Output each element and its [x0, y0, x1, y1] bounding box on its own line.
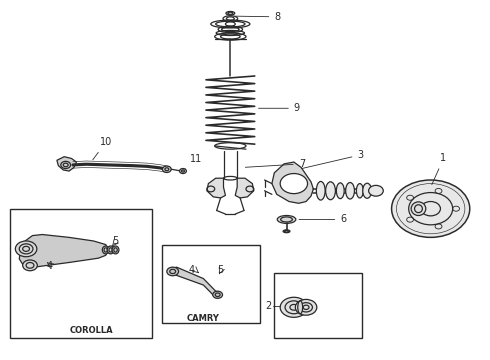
Text: 11: 11: [185, 154, 202, 169]
Polygon shape: [19, 234, 108, 268]
Polygon shape: [235, 178, 254, 198]
Circle shape: [368, 185, 383, 196]
Ellipse shape: [107, 246, 114, 254]
Ellipse shape: [363, 183, 371, 198]
Polygon shape: [172, 267, 220, 298]
Polygon shape: [57, 157, 76, 171]
Text: CAMRY: CAMRY: [187, 314, 220, 323]
Polygon shape: [207, 178, 225, 198]
Text: 10: 10: [93, 138, 112, 160]
Circle shape: [167, 267, 178, 276]
Ellipse shape: [102, 246, 109, 254]
Circle shape: [15, 241, 37, 257]
Ellipse shape: [411, 202, 426, 216]
Polygon shape: [272, 162, 314, 203]
Ellipse shape: [317, 181, 325, 200]
Text: 6: 6: [299, 215, 346, 224]
Circle shape: [162, 166, 171, 172]
Text: 9: 9: [259, 103, 300, 113]
Text: 4: 4: [188, 265, 195, 275]
Circle shape: [23, 260, 37, 271]
Ellipse shape: [326, 182, 335, 200]
Ellipse shape: [112, 246, 119, 254]
Circle shape: [392, 180, 470, 237]
Text: 4: 4: [47, 261, 52, 271]
Circle shape: [295, 300, 317, 315]
Text: 8: 8: [236, 12, 280, 22]
Circle shape: [280, 174, 308, 194]
Ellipse shape: [283, 230, 290, 233]
Bar: [162, 244, 260, 323]
Bar: [10, 209, 152, 338]
Text: 1: 1: [432, 153, 446, 185]
Ellipse shape: [277, 216, 296, 224]
Bar: [274, 273, 362, 338]
Ellipse shape: [345, 183, 354, 199]
Circle shape: [280, 297, 308, 318]
Text: 2: 2: [265, 301, 271, 311]
Ellipse shape: [298, 301, 303, 314]
Text: 7: 7: [245, 159, 305, 169]
Ellipse shape: [336, 183, 344, 199]
Text: 3: 3: [301, 150, 364, 168]
Text: 5: 5: [112, 236, 119, 246]
Ellipse shape: [356, 184, 363, 198]
Circle shape: [179, 168, 186, 174]
Text: COROLLA: COROLLA: [69, 326, 113, 335]
Text: 5: 5: [218, 265, 224, 275]
Circle shape: [213, 291, 222, 298]
